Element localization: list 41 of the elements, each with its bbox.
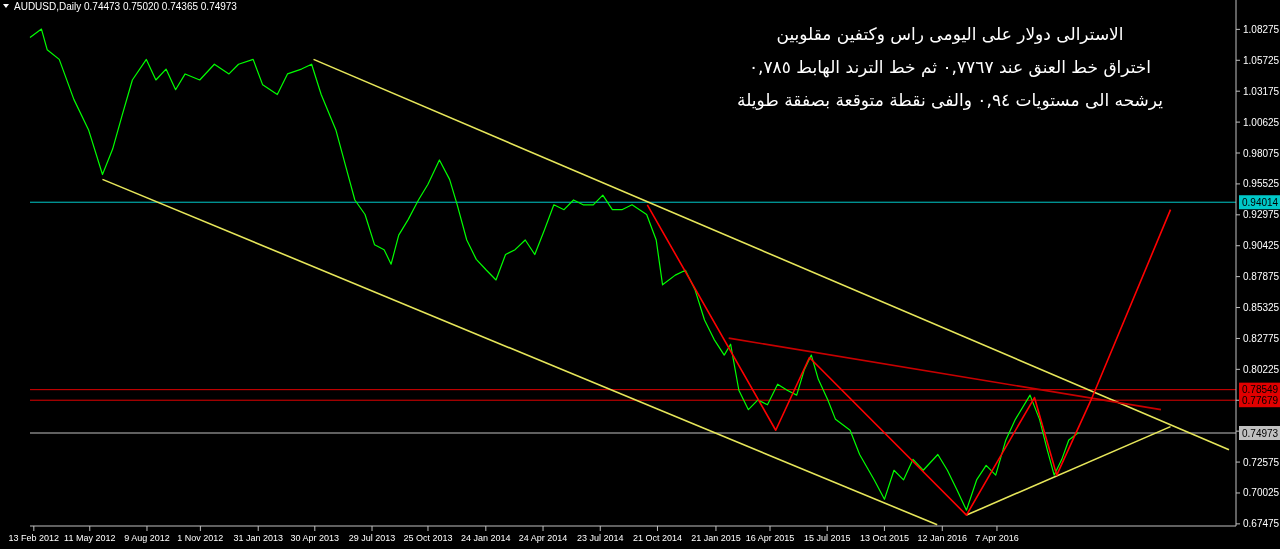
y-tick-label: 0.82775 [1243, 332, 1280, 344]
x-tick-label: 13 Feb 2012 [8, 533, 60, 543]
x-tick-label: 21 Oct 2014 [632, 533, 682, 543]
x-tick-label: 9 Aug 2012 [124, 533, 170, 543]
y-tick-label: 1.05725 [1243, 54, 1280, 66]
x-tick-label: 31 Jan 2013 [233, 533, 283, 543]
y-tick-label: 0.70025 [1243, 487, 1280, 499]
y-tick-label: 0.80225 [1243, 363, 1280, 375]
x-tick-label: 30 Apr 2013 [290, 533, 340, 543]
x-tick-label: 21 Jan 2015 [691, 533, 741, 543]
y-tick-label: 0.67475 [1243, 518, 1280, 530]
y-tick-label: 0.85325 [1243, 302, 1280, 314]
annotation: يرشحه الى مستويات ٠,٩٤ والفى نقطة متوقعة بصفقة طويلة [737, 90, 1164, 110]
y-tick-label: 0.72575 [1243, 456, 1280, 468]
y-tick-label: 0.87875 [1243, 271, 1280, 283]
x-tick-label: 1 Nov 2012 [177, 533, 224, 543]
ref-line-label: 0.94014 [1242, 196, 1279, 208]
y-tick-label: 1.03175 [1243, 85, 1280, 97]
x-tick-label: 12 Jan 2016 [917, 533, 968, 543]
ref-line-label: 0.74973 [1242, 427, 1279, 439]
x-tick-label: 15 Jul 2015 [803, 533, 851, 543]
x-tick-label: 29 Jul 2013 [348, 533, 396, 543]
x-tick-label: 16 Apr 2015 [745, 533, 795, 543]
y-tick-label: 1.08275 [1243, 23, 1280, 35]
ref-line-label: 0.77679 [1242, 394, 1279, 406]
annotation: الاسترالى دولار على اليومى راس وكتفين مقلوبين [776, 24, 1124, 44]
y-tick-label: 0.95525 [1243, 178, 1280, 190]
chart-title: AUDUSD,Daily 0.74473 0.75020 0.74365 0.74973 [14, 1, 238, 12]
y-tick-label: 0.98075 [1243, 147, 1280, 159]
x-tick-label: 23 Jul 2014 [576, 533, 624, 543]
y-tick-label: 1.00625 [1243, 116, 1280, 128]
x-tick-label: 24 Apr 2014 [518, 533, 568, 543]
ref-line-label: 0.78549 [1242, 384, 1279, 396]
y-tick-label: 0.90425 [1243, 240, 1280, 252]
x-tick-label: 13 Oct 2015 [859, 533, 909, 543]
annotation: اختراق خط العنق عند ٠,٧٧٦٧ ثم خط الترند الهابط ٠,٧٨٥ [748, 57, 1152, 78]
y-tick-label: 0.92975 [1243, 209, 1280, 221]
x-tick-label: 11 May 2012 [64, 533, 116, 543]
x-tick-label: 25 Oct 2013 [403, 533, 453, 543]
x-tick-label: 7 Apr 2016 [975, 533, 1019, 543]
x-tick-label: 24 Jan 2014 [461, 533, 511, 543]
